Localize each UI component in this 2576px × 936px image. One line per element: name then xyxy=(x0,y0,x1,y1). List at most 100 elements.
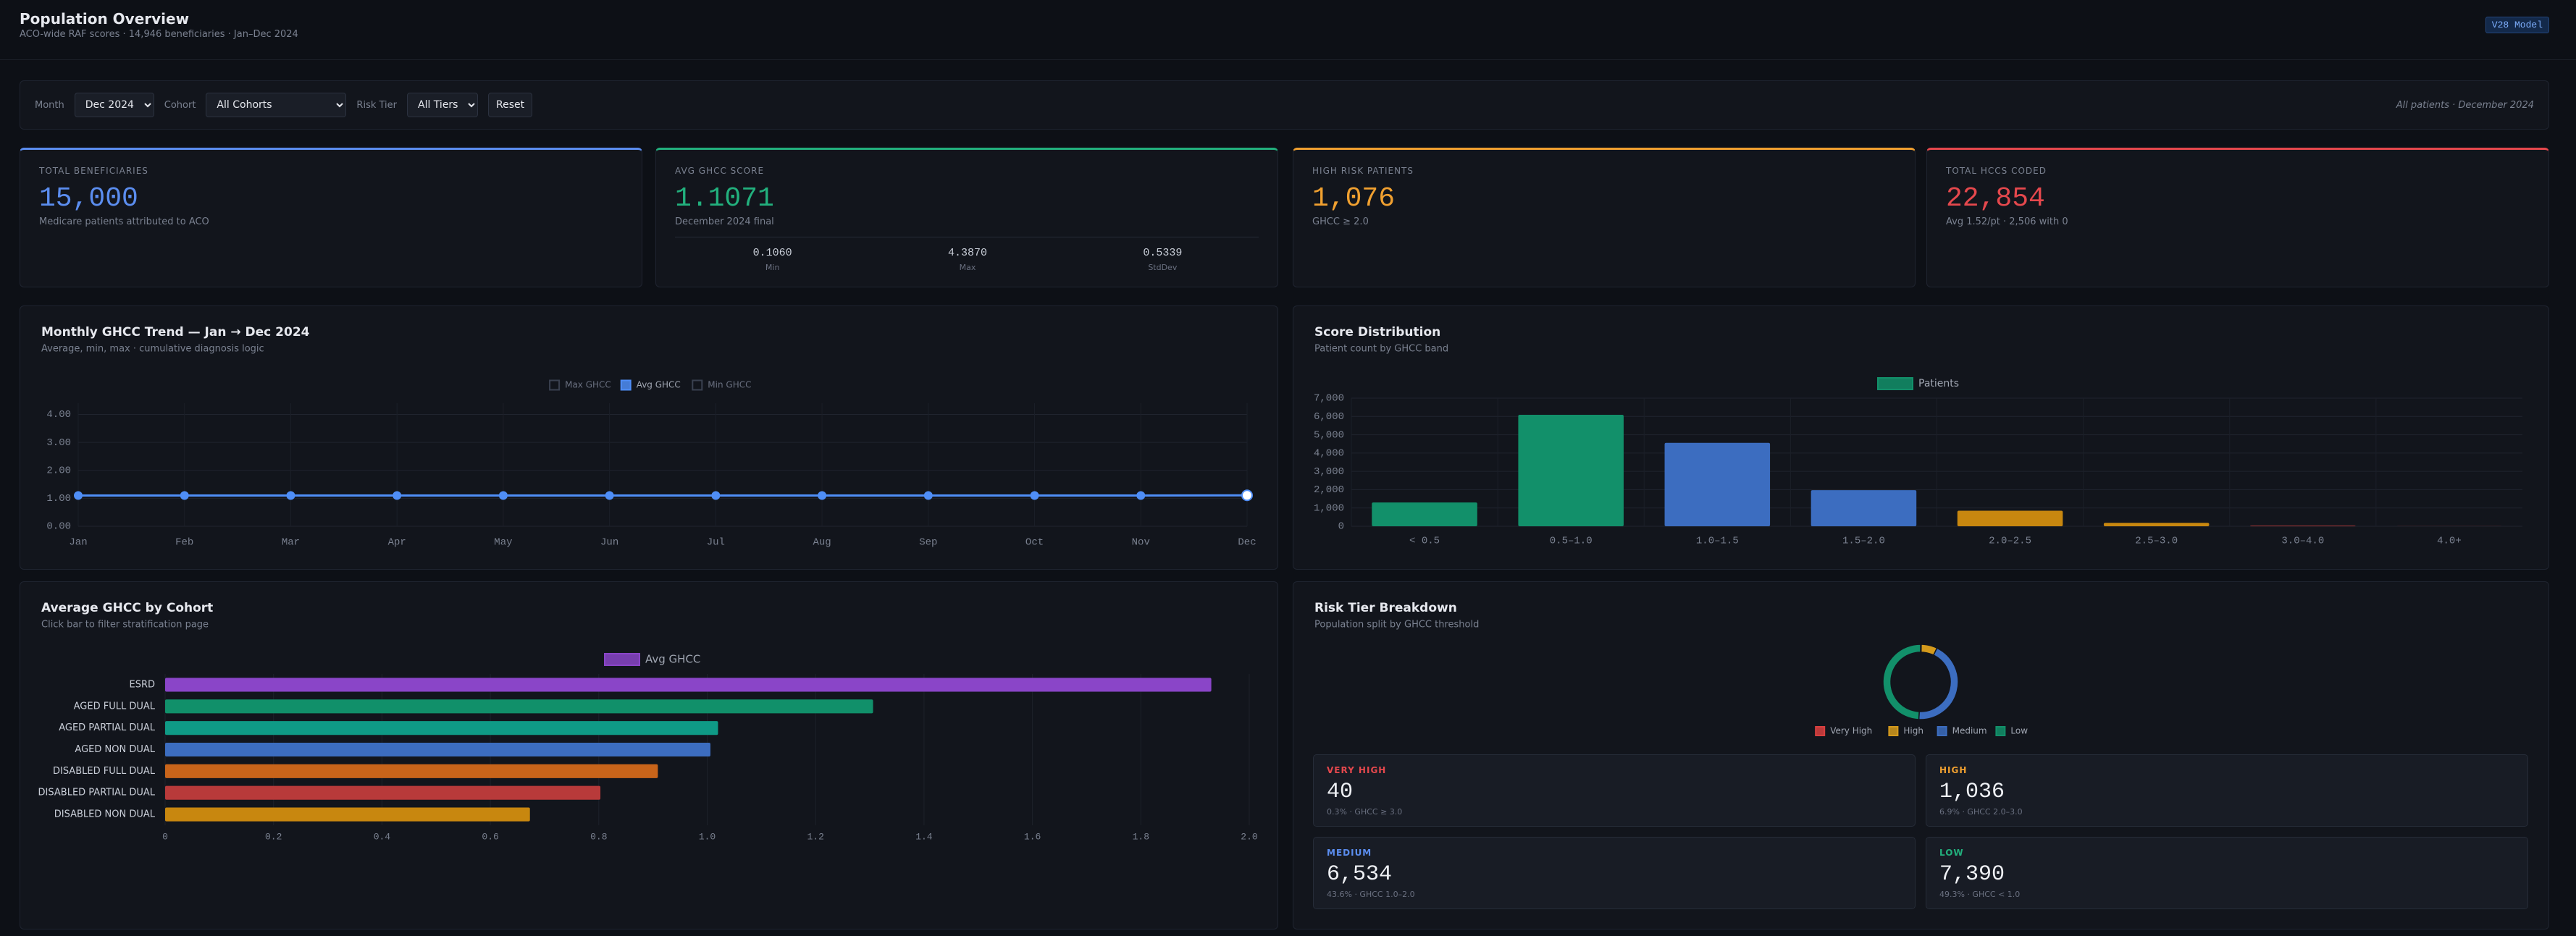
y-tick-label: 4.00 xyxy=(46,409,71,421)
y-tick-label: 2,000 xyxy=(1314,484,1344,496)
kpi-card: TOTAL BENEFICIARIES 15,000 Medicare patien… xyxy=(20,148,642,287)
legend-swatch xyxy=(549,379,561,391)
tier-card: MEDIUM 6,534 43.6% · GHCC 1.0–2.0 xyxy=(1313,837,1916,909)
x-tick-label: Aug xyxy=(813,537,831,549)
legend-label: Max GHCC xyxy=(565,380,611,390)
tier-select[interactable]: All Tiers xyxy=(407,93,478,117)
x-tick-label: May xyxy=(494,537,512,549)
x-tick-label: 0.5–1.0 xyxy=(1550,536,1593,547)
tier-detail: 6.9% · GHCC 2.0–3.0 xyxy=(1939,807,2023,817)
tier-card: LOW 7,390 49.3% · GHCC < 1.0 xyxy=(1926,837,2528,909)
x-tick-label: < 0.5 xyxy=(1409,536,1440,547)
y-tick-label: DISABLED FULL DUAL xyxy=(53,766,156,777)
x-tick-label: 1.8 xyxy=(1133,831,1149,842)
kpi-sub: GHCC ≥ 2.0 xyxy=(1312,216,1369,227)
x-tick-label: 1.4 xyxy=(915,831,933,842)
tier-label: HIGH xyxy=(1939,765,1968,775)
bar[interactable] xyxy=(165,678,1212,692)
legend-label: Very High xyxy=(1830,726,1872,736)
filter-note: All patients · December 2024 xyxy=(2396,99,2534,111)
legend-label: Low xyxy=(2010,726,2028,736)
data-point xyxy=(1241,489,1253,502)
bar[interactable] xyxy=(165,807,530,822)
chart-card: Average GHCC by Cohort Click bar to filte… xyxy=(20,581,1278,929)
filter-bar: Month Dec 2024 Cohort All Cohorts Risk T… xyxy=(20,80,2549,130)
x-tick-label: Nov xyxy=(1132,537,1150,549)
page-subtitle: ACO-wide RAF scores · 14,946 beneficiari… xyxy=(20,29,298,40)
chart-title: Score Distribution xyxy=(1314,325,1440,340)
legend-swatch xyxy=(1815,726,1826,736)
y-tick-label: 0 xyxy=(1338,521,1344,533)
tier-detail: 0.3% · GHCC ≥ 3.0 xyxy=(1327,807,1403,817)
y-tick-label: DISABLED PARTIAL DUAL xyxy=(38,788,156,798)
x-tick-label: 1.2 xyxy=(807,831,823,842)
kpi-label: AVG GHCC SCORE xyxy=(675,166,765,176)
x-tick-label: 1.0 xyxy=(699,831,716,842)
bar[interactable] xyxy=(165,721,718,735)
tier-label: MEDIUM xyxy=(1327,848,1372,858)
kpi-sub: Medicare patients attributed to ACO xyxy=(39,216,209,227)
x-tick-label: 0 xyxy=(162,831,168,842)
tier-value: 6,534 xyxy=(1327,862,1393,887)
stat-label: StdDev xyxy=(1148,263,1178,272)
chart-title: Risk Tier Breakdown xyxy=(1314,601,1457,615)
bar xyxy=(1957,510,2063,526)
data-point xyxy=(1030,491,1039,500)
tier-value: 7,390 xyxy=(1939,862,2005,887)
legend-swatch xyxy=(692,379,703,391)
legend-swatch xyxy=(1995,726,2006,736)
y-tick-label: 3,000 xyxy=(1314,466,1344,478)
filter-row: Month Dec 2024 Cohort All Cohorts Risk T… xyxy=(20,81,2548,129)
y-tick-label: 7,000 xyxy=(1314,393,1344,405)
chart-subtitle: Population split by GHCC threshold xyxy=(1314,620,1479,631)
reset-button[interactable]: Reset xyxy=(488,93,533,117)
y-tick-label: 5,000 xyxy=(1314,429,1344,441)
data-point xyxy=(74,491,83,500)
kpi-value: 1,076 xyxy=(1312,183,1396,214)
kpi-card: HIGH RISK PATIENTS 1,076 GHCC ≥ 2.0 xyxy=(1293,148,1916,287)
kpi-value: 1.1071 xyxy=(675,183,774,214)
chart: Risk Tier Breakdown Population split by G… xyxy=(1314,601,2028,736)
cohort-select[interactable]: All Cohorts xyxy=(206,93,347,117)
x-tick-label: Jul xyxy=(707,537,725,549)
data-point xyxy=(923,491,933,500)
kpi-card: TOTAL HCCS CODED 22,854 Avg 1.52/pt · 2,50… xyxy=(1926,148,2549,287)
chart: Average GHCC by Cohort Click bar to filte… xyxy=(38,601,1258,842)
x-tick-label: 3.0–4.0 xyxy=(2281,536,2324,547)
tier-label: LOW xyxy=(1939,848,1964,858)
chart: Monthly GHCC Trend — Jan → Dec 2024 Avera… xyxy=(41,325,1256,549)
x-tick-label: 0.6 xyxy=(482,831,498,842)
data-point xyxy=(818,491,827,500)
stat-value: 0.1060 xyxy=(752,247,792,259)
bar[interactable] xyxy=(165,742,710,757)
chart-title: Monthly GHCC Trend — Jan → Dec 2024 xyxy=(41,325,310,340)
legend-swatch xyxy=(1877,377,1913,390)
data-point xyxy=(1136,491,1146,500)
legend-label: Avg GHCC xyxy=(637,380,681,390)
stat-label: Max xyxy=(959,263,976,272)
kpi-sub: Avg 1.52/pt · 2,506 with 0 xyxy=(1946,216,2068,227)
bar[interactable] xyxy=(165,785,601,800)
chart-card: Score Distribution Patient count by GHCC … xyxy=(1293,305,2549,570)
bar xyxy=(1518,415,1624,526)
y-tick-label: 1,000 xyxy=(1314,502,1344,514)
bar[interactable] xyxy=(165,764,658,778)
legend-swatch xyxy=(1888,726,1899,736)
y-tick-label: AGED PARTIAL DUAL xyxy=(59,722,156,733)
bar[interactable] xyxy=(165,699,873,714)
chart-card: Monthly GHCC Trend — Jan → Dec 2024 Avera… xyxy=(20,305,1278,570)
x-tick-label: Feb xyxy=(175,537,193,549)
x-tick-label: Dec xyxy=(1238,537,1256,549)
x-tick-label: Oct xyxy=(1025,537,1044,549)
stat-value: 0.5339 xyxy=(1143,247,1183,259)
y-tick-label: 3.00 xyxy=(46,437,71,449)
chart-title: Average GHCC by Cohort xyxy=(41,601,213,615)
filter-label: Month xyxy=(35,99,64,111)
month-select[interactable]: Dec 2024 xyxy=(74,93,154,117)
tier-card: HIGH 1,036 6.9% · GHCC 2.0–3.0 xyxy=(1926,754,2528,827)
kpi-label: TOTAL BENEFICIARIES xyxy=(39,166,148,176)
y-tick-label: ESRD xyxy=(129,679,155,690)
x-tick-label: 1.0–1.5 xyxy=(1696,536,1739,547)
kpi-card: AVG GHCC SCORE 1.1071 December 2024 final 0… xyxy=(655,148,1278,287)
x-tick-label: Jun xyxy=(600,537,618,549)
